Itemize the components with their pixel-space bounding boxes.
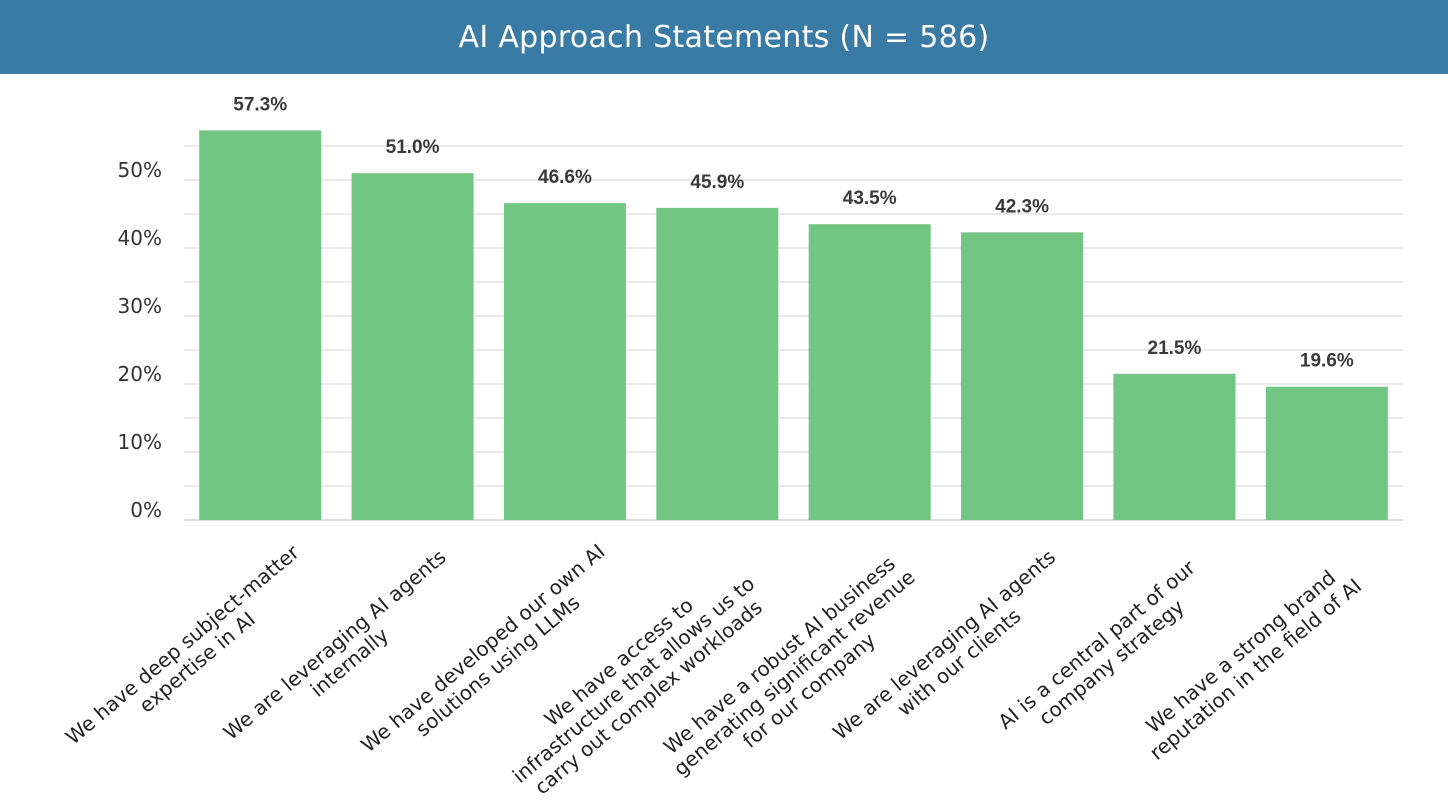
data-label: 51.0% (386, 137, 440, 158)
y-tick-label: 50% (118, 158, 162, 182)
data-label: 21.5% (1148, 338, 1202, 359)
y-tick-label: 20% (118, 362, 162, 386)
bar (199, 130, 322, 521)
bar (961, 232, 1084, 521)
category-labels: We have deep subject-matterexpertise in … (61, 539, 1366, 799)
bar (351, 173, 474, 520)
category-label: We have deep subject-matterexpertise in … (61, 540, 319, 767)
category-label-line: generating significant revenue (669, 565, 920, 781)
bar (808, 224, 931, 520)
chart-title: AI Approach Statements (N = 586) (458, 19, 990, 55)
y-tick-label: 30% (118, 294, 162, 318)
y-axis-ticks: 0% 10% 20% 30% 40% 50% (118, 158, 162, 522)
data-label: 45.9% (690, 172, 744, 193)
y-tick-label: 0% (130, 498, 162, 522)
bar (1113, 373, 1236, 520)
y-tick-label: 10% (118, 430, 162, 454)
data-labels: 57.3% 51.0% 46.6% 45.9% 43.5% 42.3% 21.5% 19.6% (233, 94, 1354, 371)
data-label: 42.3% (995, 196, 1049, 217)
bar (503, 203, 626, 520)
bars (199, 130, 1388, 521)
bar-chart: 0% 10% 20% 30% 40% 50% 57.3% 51.0% 46.6% 45.9% 43… (61, 94, 1403, 799)
data-label: 43.5% (843, 188, 897, 209)
chart-header: AI Approach Statements (N = 586) (0, 0, 1448, 74)
data-label: 57.3% (233, 94, 287, 115)
category-label-line: We have deep subject-matter (61, 540, 304, 750)
bar (656, 207, 779, 520)
y-tick-label: 40% (118, 226, 162, 250)
data-label: 19.6% (1300, 351, 1354, 372)
data-label: 46.6% (538, 167, 592, 188)
bar (1265, 386, 1388, 520)
